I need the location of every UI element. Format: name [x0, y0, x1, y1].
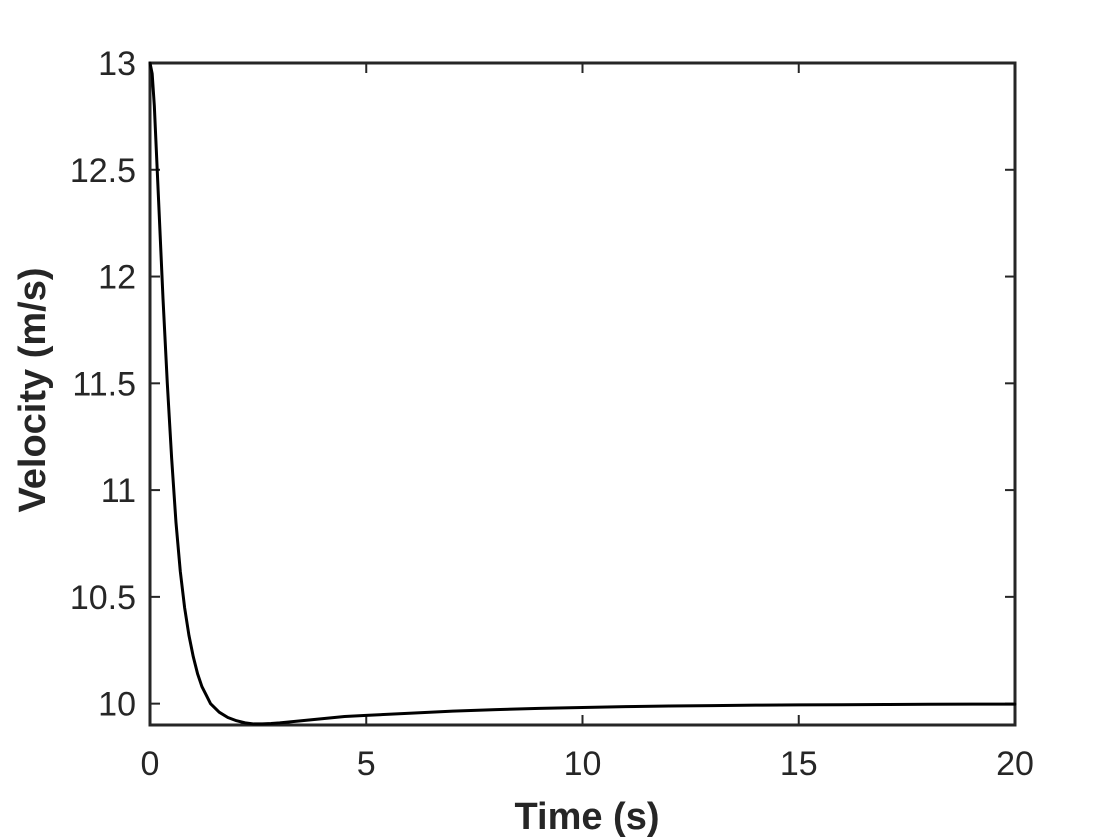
y-axis-label: Velocity (m/s) [12, 268, 54, 513]
y-tick-label: 12 [98, 259, 136, 297]
x-tick-label: 15 [780, 745, 818, 783]
x-tick-label: 20 [996, 745, 1034, 783]
y-tick-label: 10.5 [70, 579, 136, 617]
plot-area [148, 61, 1017, 727]
velocity-series-line [148, 61, 1017, 726]
x-tick-label: 0 [141, 745, 160, 783]
y-tick-label: 10 [98, 686, 136, 724]
x-tick-label: 5 [357, 745, 376, 783]
y-tick-label: 11.5 [72, 365, 136, 403]
y-tick-label: 13 [98, 45, 136, 83]
x-tick-label: 10 [564, 745, 602, 783]
tick-labels: 0 5 10 15 20 10 10.5 11 11.5 12 12.5 13 [70, 45, 1034, 783]
x-axis-label: Time (s) [514, 796, 659, 838]
y-tick-label: 12.5 [70, 152, 136, 190]
y-tick-label: 11 [101, 472, 136, 510]
